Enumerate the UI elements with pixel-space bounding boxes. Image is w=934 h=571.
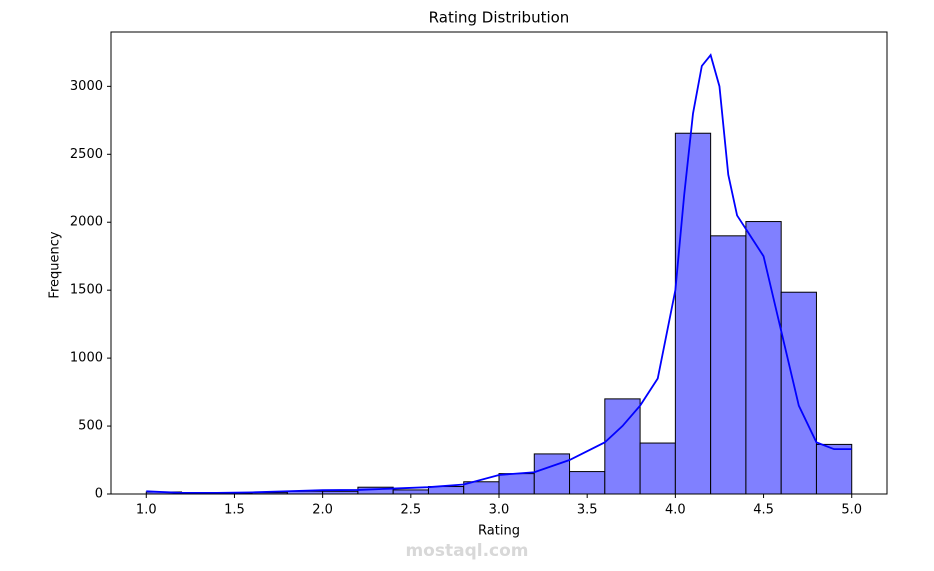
x-tick-label: 3.5 [577,503,598,518]
y-tick-label: 2500 [70,147,103,162]
x-tick-label: 4.0 [665,503,686,518]
bar [498,473,535,495]
watermark: mostaql.com [405,541,528,561]
bar [710,235,747,495]
bar [533,453,571,495]
bar [639,442,676,495]
x-tick-label: 1.0 [136,503,157,518]
bar [604,398,641,495]
y-tick-label: 1000 [70,351,103,366]
x-tick-label: 4.5 [753,503,774,518]
bar [815,443,853,495]
y-tick-label: 1500 [70,283,103,298]
x-tick-label: 2.0 [312,503,333,518]
bar [780,291,817,495]
x-axis-label: Rating [478,524,520,539]
y-tick-label: 0 [95,487,103,502]
kde-line [146,53,852,494]
bar [674,132,712,495]
chart-title: Rating Distribution [429,9,570,27]
x-tick-label: 3.0 [489,503,510,518]
bar [569,471,606,495]
bar [745,221,782,495]
x-tick-label: 5.0 [841,503,862,518]
y-tick-label: 2000 [70,215,103,230]
bar [392,489,429,495]
y-tick-label: 500 [78,419,103,434]
y-axis-label: Frequency [48,231,63,298]
x-tick-label: 2.5 [400,503,421,518]
y-tick-label: 3000 [70,79,103,94]
x-tick-label: 1.5 [224,503,245,518]
